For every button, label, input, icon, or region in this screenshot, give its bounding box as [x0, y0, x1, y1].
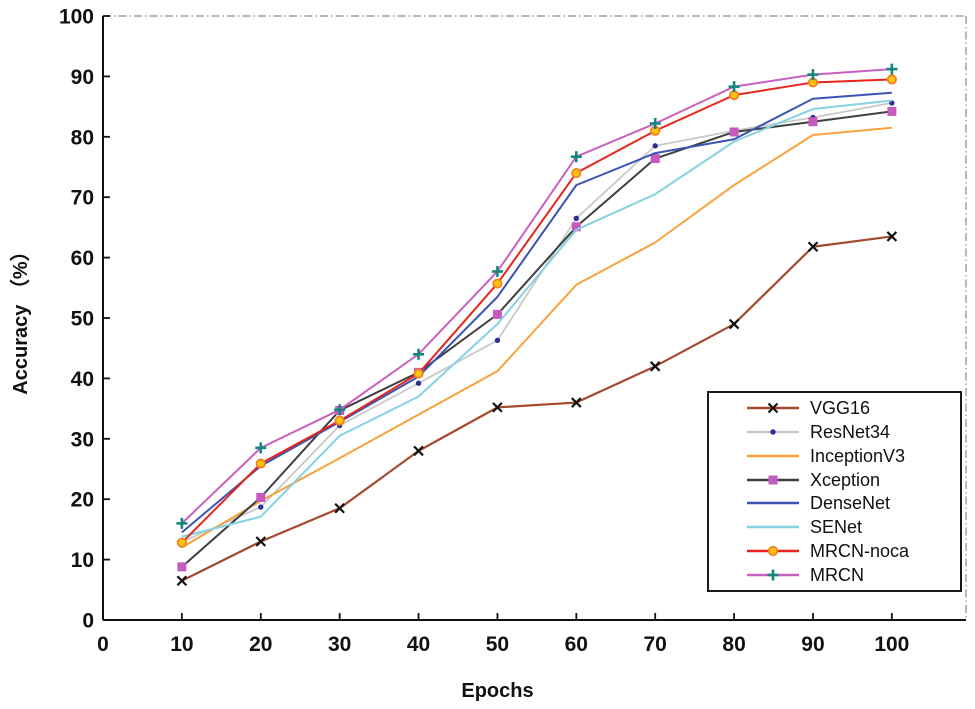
x-tick-label: 90 — [801, 633, 824, 656]
y-tick-label: 100 — [59, 6, 94, 29]
series-lines — [176, 63, 898, 587]
y-tick-label: 60 — [71, 247, 94, 270]
series-SENet — [181, 99, 892, 538]
legend-marker-MRCN — [747, 569, 799, 581]
y-tick-label: 50 — [71, 308, 94, 331]
x-tick-label: 100 — [874, 633, 909, 656]
legend: VGG16 ResNet34 InceptionV3 Xception DenseNet… — [707, 391, 962, 592]
line-InceptionV3 — [181, 126, 892, 549]
legend-label: SENet — [810, 517, 863, 538]
axes-and-ticks: 0 10 20 30 40 50 60 70 80 90 100 0 10 20 30 40 50 60 70 80 9… — [59, 6, 966, 656]
legend-item-ResNet34[interactable]: ResNet34 — [709, 420, 960, 444]
line-DenseNet — [181, 91, 892, 534]
legend-label: DenseNet — [810, 493, 891, 514]
legend-item-DenseNet[interactable]: DenseNet — [709, 492, 960, 516]
series-MRCN-noca — [176, 74, 897, 548]
line-ResNet34 — [181, 102, 893, 543]
legend-item-Xception[interactable]: Xception — [709, 468, 960, 492]
legend-label: InceptionV3 — [810, 445, 906, 466]
line-Xception — [181, 110, 892, 568]
legend-item-VGG16[interactable]: VGG16 — [709, 396, 960, 420]
series-InceptionV3 — [181, 126, 892, 549]
y-tick-label: 90 — [71, 66, 94, 89]
legend-marker-MRCN-noca — [747, 546, 799, 557]
series-VGG16 — [176, 231, 898, 587]
y-tick-label: 40 — [71, 368, 94, 391]
legend-label: VGG16 — [810, 397, 871, 418]
x-tick-label: 70 — [644, 633, 667, 656]
x-tick-label: 60 — [565, 633, 588, 656]
legend-marker-ResNet34 — [747, 429, 799, 435]
x-tick-label: 20 — [249, 633, 272, 656]
legend-label: Xception — [810, 469, 881, 490]
legend-marker-DenseNet — [747, 502, 799, 505]
x-tick-label: 0 — [97, 633, 109, 656]
legend-label: MRCN-noca — [810, 541, 910, 562]
legend-marker-Xception — [747, 475, 799, 485]
x-tick-label: 80 — [722, 633, 745, 656]
legend-item-MRCN[interactable]: MRCN — [709, 563, 960, 587]
legend-label: ResNet34 — [810, 421, 891, 442]
y-tick-label: 30 — [71, 428, 94, 451]
x-tick-label: 40 — [407, 633, 430, 656]
series-MRCN — [176, 63, 898, 529]
y-tick-label: 10 — [71, 549, 94, 572]
y-tick-label: 70 — [71, 187, 94, 210]
plot-frame — [103, 15, 967, 620]
line-VGG16 — [181, 235, 892, 582]
x-tick-label: 50 — [486, 633, 509, 656]
line-MRCN — [181, 68, 892, 525]
legend-item-InceptionV3[interactable]: InceptionV3 — [709, 444, 960, 468]
legend-item-SENet[interactable]: SENet — [709, 515, 960, 539]
y-tick-label: 0 — [82, 610, 94, 633]
x-tick-label: 10 — [170, 633, 193, 656]
line-SENet — [181, 99, 892, 538]
y-tick-label: 20 — [71, 489, 94, 512]
legend-marker-VGG16 — [747, 402, 799, 414]
series-DenseNet — [181, 91, 892, 534]
x-axis-label: Epochs — [461, 680, 533, 702]
legend-marker-InceptionV3 — [747, 454, 799, 457]
y-axis-label: Accuracy （%） — [9, 241, 32, 394]
x-tick-label: 30 — [328, 633, 351, 656]
y-tick-label: 80 — [71, 126, 94, 149]
legend-label: MRCN — [810, 565, 864, 586]
legend-marker-SENet — [747, 526, 799, 529]
line-MRCN-noca — [181, 78, 892, 544]
legend-item-MRCN-noca[interactable]: MRCN-noca — [709, 539, 960, 563]
